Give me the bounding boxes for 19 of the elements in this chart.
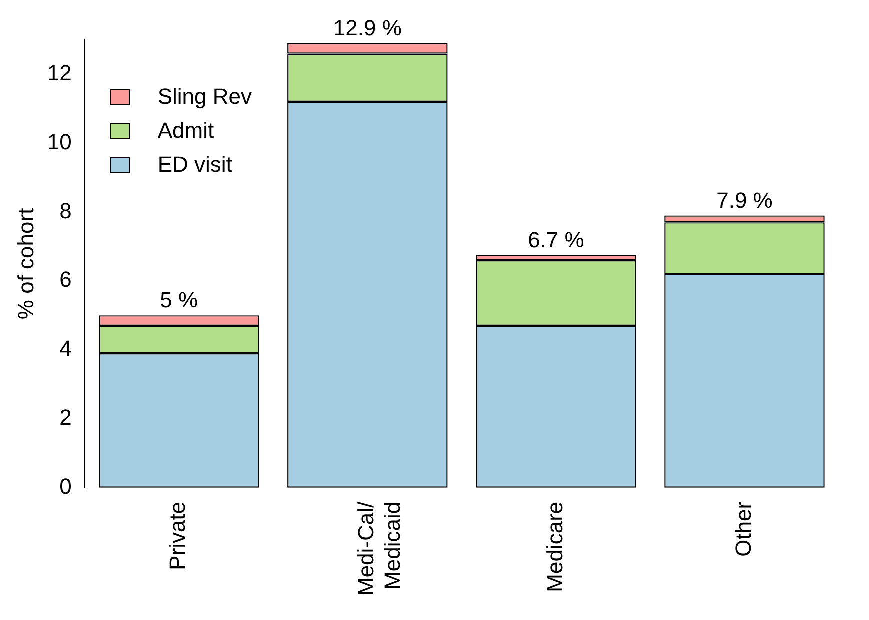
- y-tick-label: 4: [60, 336, 72, 362]
- x-tick-label: Other: [730, 502, 756, 557]
- y-tick-label: 2: [60, 405, 72, 430]
- legend-label: Admit: [158, 117, 214, 145]
- total-label: 5 %: [160, 288, 198, 313]
- x-tick-label: Medi-Cal/ Medicaid: [354, 500, 406, 596]
- total-label: 7.9 %: [716, 188, 773, 213]
- y-tick-label: 8: [60, 198, 72, 224]
- x-tick-label: Medicare: [542, 502, 568, 592]
- total-label: 12.9 %: [333, 16, 402, 41]
- y-tick-label: 10: [47, 129, 72, 154]
- y-tick-label: 6: [60, 267, 72, 292]
- y-tick-label: 12: [47, 60, 72, 86]
- x-tick-label: Private: [165, 502, 190, 570]
- legend-label: Sling Rev: [158, 83, 252, 111]
- y-axis-title: % of cohort: [13, 208, 38, 320]
- total-label: 6.7 %: [528, 227, 584, 252]
- legend-label: ED visit: [158, 151, 232, 179]
- y-tick-label: 0: [60, 474, 72, 499]
